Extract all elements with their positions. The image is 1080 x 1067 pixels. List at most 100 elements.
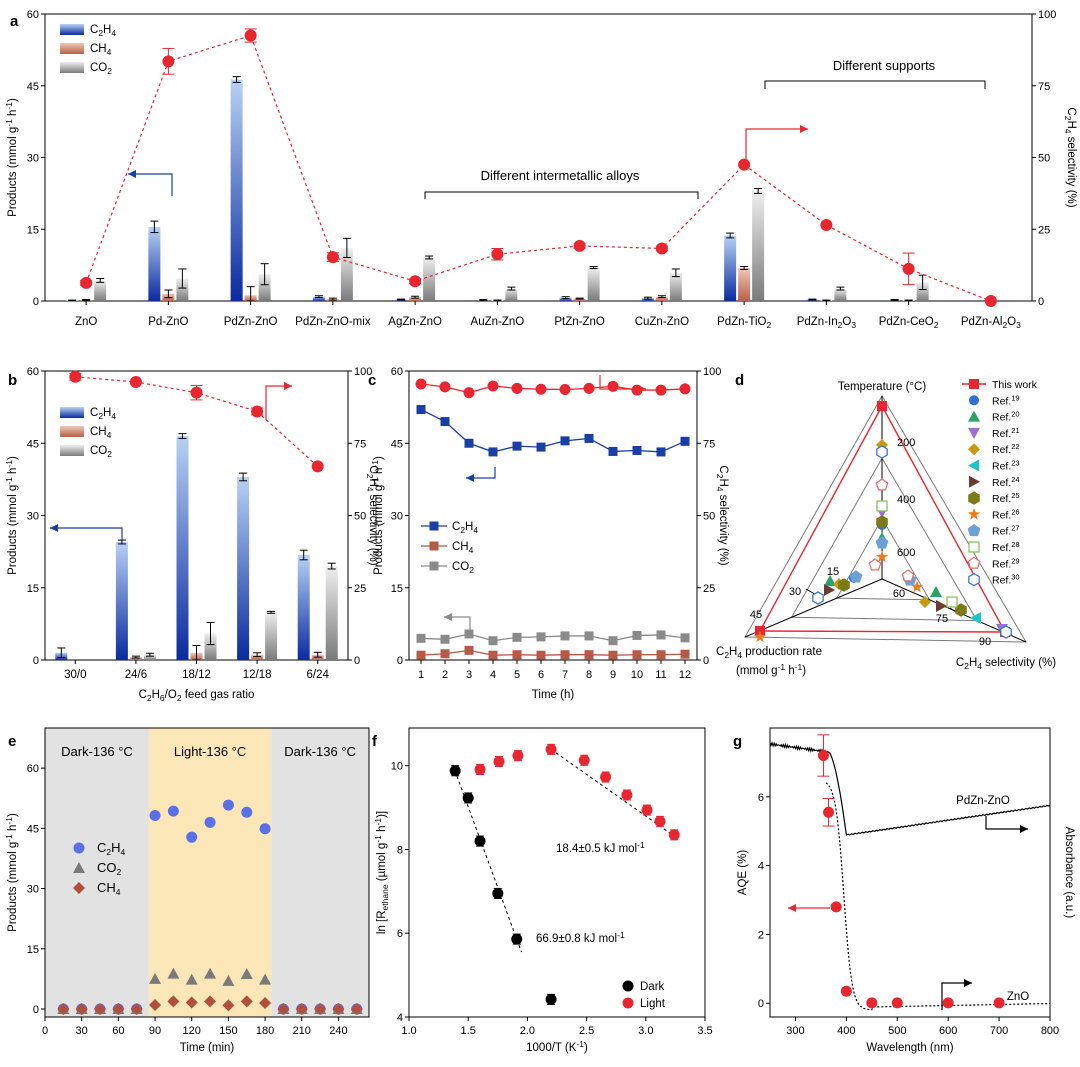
legend-marker [968,572,980,587]
legend-text: Ref. [992,493,1011,505]
label-part: C [90,24,98,36]
legend-entry: Ref.22 [992,442,1020,456]
point-c2h4 [488,447,498,457]
x-category-label: 30/0 [64,669,86,681]
legend-text: Ref. [992,509,1011,521]
point-co2 [149,972,162,984]
arrow-c2h4 [466,467,496,479]
y-tick-label: 15 [391,583,403,595]
label-part: Products (mmol [7,491,19,575]
bar-c2h4 [148,226,161,301]
legend-text: Ref. [992,575,1011,587]
point-ch4 [440,649,450,659]
x-category-label: PdZn-CeO2 [879,316,939,330]
label-part: H [103,24,111,36]
radar-marker-12 [812,591,824,605]
cat-text: O [1007,316,1016,328]
y2-axis-label: C2H4 selectivity (%) [365,465,379,565]
radar-marker-11 [868,558,882,571]
bar-c2h4 [312,296,325,301]
arrow-head [964,979,972,987]
x-axis-label: Wavelength (nm) [866,1042,953,1054]
legend-entry: CH4 [90,43,112,57]
point-light [654,815,666,827]
bar-ch4 [738,267,751,301]
x-tick-label: 3 [466,669,472,681]
label-part: -1 [370,460,380,468]
radar-marker-12 [1000,625,1012,639]
curve-label-zno: ZnO [1007,991,1029,1003]
x-tick-label: 150 [219,1025,237,1037]
y2-tick-label: 50 [703,511,715,523]
y-tick-label: 30 [391,511,403,523]
y-tick-label: 8 [397,844,403,856]
legend-sup: 29 [1011,556,1019,565]
legend-marker [968,410,980,422]
point-dark [449,765,461,777]
label-part: h [7,110,19,116]
label-part: 2 [147,693,152,703]
x-tick-label: 240 [329,1025,347,1037]
bar-ch4 [409,297,422,301]
bracket-supports [764,80,986,89]
aqe-point [817,750,829,762]
legend-swatch [60,426,84,437]
label-part: ) [802,665,806,677]
arrow-selectivity [599,375,646,390]
label-part: ) [373,456,385,460]
legend-marker [73,862,85,873]
point-ch4 [204,995,217,1008]
legend-marker [967,523,981,537]
region-background [271,728,369,1017]
label-part: Products (mmol [7,133,19,217]
legend-entry: CH4 [90,426,112,440]
bar-c2h4 [237,476,250,660]
x-axis-label: C2H6/O2 feed gas ratio [139,689,255,703]
cat-text: PdZn-CeO [879,316,934,328]
bar-c2h4 [297,554,310,660]
annotation-dark: 66.9±0.8 kJ mol-1 [536,930,625,945]
label-part: 4 [107,430,112,440]
point-c2h4 [259,823,271,835]
panel-label: a [10,13,19,30]
x-category-label: PtZn-ZnO [554,316,605,328]
point-c2h4 [241,806,253,818]
selectivity-point [162,55,175,68]
legend-entry: Ref.29 [992,556,1020,570]
legend-entry: CO2 [90,62,112,76]
bracket-alloys [424,191,699,199]
arrow-zno [941,982,972,1010]
legend-marker [622,980,634,992]
point-ch4 [332,1002,345,1015]
series-line [420,649,686,656]
aqe-point [993,997,1005,1009]
label-part: -1 [576,1039,584,1049]
label-part: -1 [617,930,625,940]
panel-g: g 0 2 4 6 300 400 500 600 700 800 AQE (%) Absorbance… [733,727,1075,1054]
panel-label: c [368,372,376,389]
legend-sup: 20 [1011,410,1019,419]
legend-marker [429,561,439,571]
radar-marker-12 [876,445,888,459]
legend-marker [73,882,85,894]
point-co2 [464,629,474,639]
point-ch4 [560,650,570,660]
cat-text: CuZn-ZnO [635,316,689,328]
point-ch4 [222,999,235,1012]
bar-co2 [916,282,929,301]
x-tick-label: 3.5 [697,1025,712,1037]
label-part: 2 [724,650,729,660]
point-ch4 [240,995,253,1008]
y-tick-label: 60 [27,9,39,21]
point-dark [545,993,557,1005]
x-tick-label: 500 [888,1025,906,1037]
point-c2h4 [204,816,216,828]
point-co2 [488,636,498,646]
bar-co2 [265,612,278,660]
label-part: -1 [4,817,14,825]
point-dark [462,792,474,804]
selectivity-line [85,34,992,302]
y2-tick-label: 25 [1038,224,1050,236]
bar-c2h4 [230,79,243,301]
